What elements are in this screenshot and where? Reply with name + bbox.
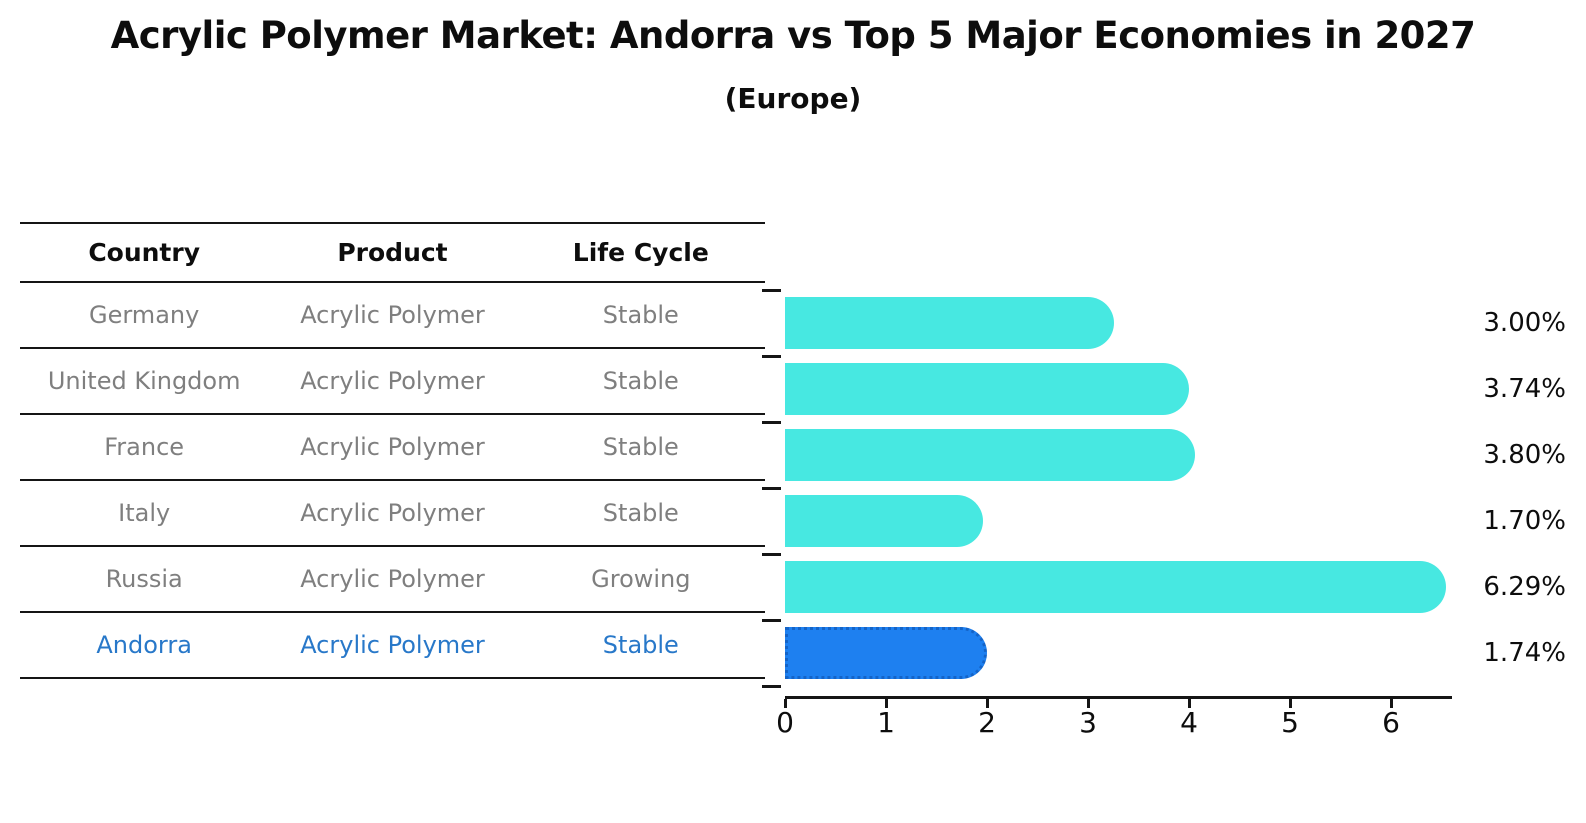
x-axis-tick-label: 3 [1079,706,1097,739]
x-axis-tick [1086,699,1090,708]
value-label-italy: 1.70% [1483,506,1566,536]
cell-product: Acrylic Polymer [300,367,485,395]
cell-country: United Kingdom [47,367,241,395]
cell-lifecycle: Growing [591,565,691,593]
bar-russia [785,561,1447,613]
chart-title: Acrylic Polymer Market: Andorra vs Top 5… [110,14,1476,57]
bar-italy [785,495,983,547]
cell-product: Acrylic Polymer [300,499,485,527]
cell-lifecycle: Stable [602,301,679,329]
x-axis-tick-label: 6 [1382,706,1400,739]
x-axis-tick-label: 4 [1180,706,1198,739]
table-row: Russia Acrylic Polymer Growing [20,547,765,613]
value-label-france: 3.80% [1483,440,1566,470]
value-label-andorra: 1.74% [1483,638,1566,668]
cell-lifecycle: Stable [602,367,679,395]
cell-country: Russia [105,565,183,593]
x-axis-line [785,696,1452,699]
chart-subtitle: (Europe) [724,82,862,115]
cell-product: Acrylic Polymer [300,565,485,593]
value-label-russia: 6.29% [1483,572,1566,602]
y-axis-tick [762,421,781,424]
cell-lifecycle: Stable [602,631,679,659]
cell-country: Italy [118,499,171,527]
x-axis-tick [783,699,787,708]
table-header-row: Country Product Life Cycle [20,222,765,283]
bar-chart [785,290,1447,686]
x-axis-tick-label: 2 [978,706,996,739]
x-axis-tick [1389,699,1393,708]
table-row: Germany Acrylic Polymer Stable [20,283,765,349]
value-label-united-kingdom: 3.74% [1483,374,1566,404]
table-row: Italy Acrylic Polymer Stable [20,481,765,547]
cell-lifecycle: Stable [602,433,679,461]
cell-product: Acrylic Polymer [300,433,485,461]
bar-united-kingdom [785,363,1189,415]
x-axis-tick [1187,699,1191,708]
cell-lifecycle: Stable [602,499,679,527]
y-axis-tick [762,619,781,622]
value-labels: 3.00% 3.74% 3.80% 1.70% 6.29% 1.74% [1448,290,1566,686]
y-axis-tick [762,553,781,556]
column-header-product: Product [337,238,448,267]
y-axis-tick [762,355,781,358]
cell-product: Acrylic Polymer [300,301,485,329]
bar-germany [785,297,1114,349]
y-axis-tick [762,289,781,292]
country-table: Country Product Life Cycle Germany Acryl… [20,222,765,679]
cell-country: Andorra [96,631,192,659]
x-axis-tick-label: 1 [877,706,895,739]
cell-country: Germany [89,301,200,329]
cell-country: France [104,433,185,461]
x-axis-tick [1288,699,1292,708]
x-axis-tick-label: 5 [1281,706,1299,739]
x-axis-tick-label: 0 [776,706,794,739]
column-header-country: Country [88,238,201,267]
table-row: France Acrylic Polymer Stable [20,415,765,481]
y-axis-tick [762,487,781,490]
bar-andorra-highlight [785,627,987,679]
bar-france [785,429,1195,481]
x-axis-tick [884,699,888,708]
table-row: United Kingdom Acrylic Polymer Stable [20,349,765,415]
table-row-highlight-andorra: Andorra Acrylic Polymer Stable [20,613,765,679]
column-header-lifecycle: Life Cycle [572,238,709,267]
x-axis-tick [985,699,989,708]
value-label-germany: 3.00% [1483,308,1566,338]
y-axis-tick [762,685,781,688]
cell-product: Acrylic Polymer [300,631,485,659]
